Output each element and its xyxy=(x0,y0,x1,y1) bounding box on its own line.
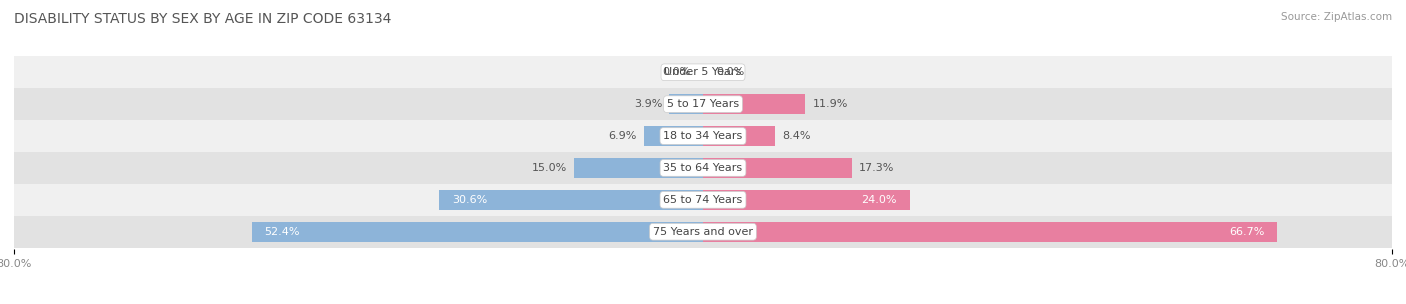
Text: 5 to 17 Years: 5 to 17 Years xyxy=(666,99,740,109)
Text: 0.0%: 0.0% xyxy=(662,67,690,77)
Bar xyxy=(669,94,703,114)
Bar xyxy=(440,190,703,210)
Bar xyxy=(14,216,1392,248)
Bar xyxy=(703,126,775,146)
Text: 3.9%: 3.9% xyxy=(634,99,662,109)
Bar xyxy=(14,120,1392,152)
Text: Under 5 Years: Under 5 Years xyxy=(665,67,741,77)
Text: 35 to 64 Years: 35 to 64 Years xyxy=(664,163,742,173)
Text: 18 to 34 Years: 18 to 34 Years xyxy=(664,131,742,141)
Text: DISABILITY STATUS BY SEX BY AGE IN ZIP CODE 63134: DISABILITY STATUS BY SEX BY AGE IN ZIP C… xyxy=(14,12,391,26)
Text: 65 to 74 Years: 65 to 74 Years xyxy=(664,195,742,205)
Text: 8.4%: 8.4% xyxy=(782,131,811,141)
Text: 30.6%: 30.6% xyxy=(453,195,488,205)
Bar xyxy=(703,94,806,114)
Bar xyxy=(252,222,703,242)
Text: 6.9%: 6.9% xyxy=(609,131,637,141)
Text: 75 Years and over: 75 Years and over xyxy=(652,227,754,237)
Bar xyxy=(703,158,852,178)
Bar xyxy=(14,184,1392,216)
Text: 52.4%: 52.4% xyxy=(264,227,299,237)
Text: 0.0%: 0.0% xyxy=(716,67,744,77)
Bar xyxy=(14,152,1392,184)
Bar xyxy=(574,158,703,178)
Text: 24.0%: 24.0% xyxy=(862,195,897,205)
Text: Source: ZipAtlas.com: Source: ZipAtlas.com xyxy=(1281,12,1392,22)
Text: 15.0%: 15.0% xyxy=(531,163,567,173)
Text: 11.9%: 11.9% xyxy=(813,99,848,109)
Bar xyxy=(703,222,1278,242)
Text: 66.7%: 66.7% xyxy=(1229,227,1264,237)
Bar xyxy=(14,88,1392,120)
Bar xyxy=(703,190,910,210)
Bar xyxy=(644,126,703,146)
Text: 17.3%: 17.3% xyxy=(859,163,894,173)
Bar xyxy=(14,56,1392,88)
